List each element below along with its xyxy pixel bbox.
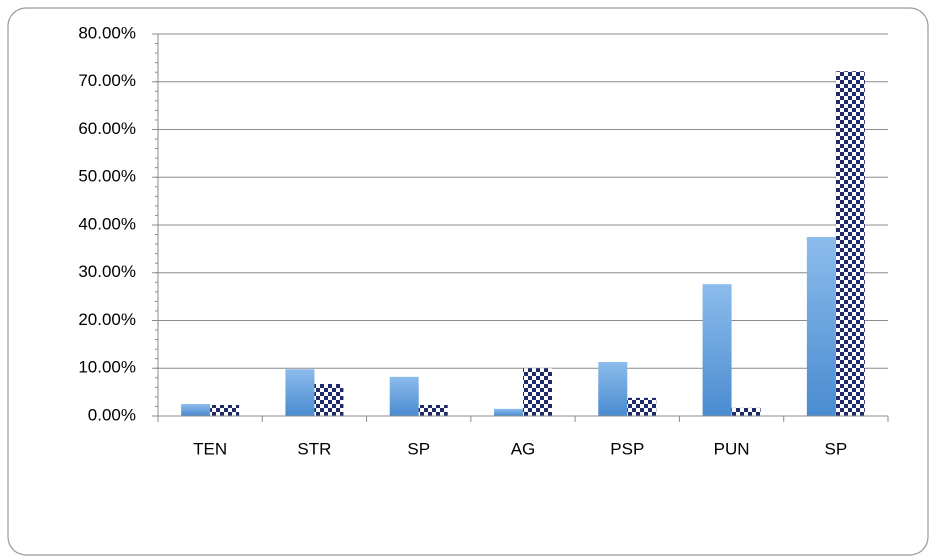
- y-tick-label: 20.00%: [78, 310, 136, 329]
- bar: [627, 397, 657, 416]
- y-tick-label: 30.00%: [78, 262, 136, 281]
- x-tick-label: PSP: [610, 439, 644, 458]
- bar: [210, 405, 240, 416]
- bar: [523, 368, 552, 416]
- bar: [494, 408, 523, 416]
- bar: [418, 405, 448, 416]
- bar: [598, 362, 628, 416]
- bar: [314, 384, 344, 416]
- bar: [285, 369, 315, 416]
- y-tick-label: 50.00%: [78, 167, 136, 186]
- bar: [702, 284, 732, 416]
- x-tick-label: AG: [511, 439, 536, 458]
- x-tick-label: STR: [297, 439, 331, 458]
- y-tick-label: 0.00%: [88, 405, 136, 424]
- y-tick-label: 70.00%: [78, 71, 136, 90]
- y-tick-label: 10.00%: [78, 358, 136, 377]
- bar: [389, 376, 419, 416]
- x-tick-label: TEN: [193, 439, 227, 458]
- x-tick-label: SP: [407, 439, 430, 458]
- bar: [835, 71, 865, 417]
- x-tick-label: SP: [825, 439, 848, 458]
- chart-frame: [7, 7, 929, 556]
- bar: [181, 404, 211, 416]
- y-tick-label: 80.00%: [78, 23, 136, 42]
- bar: [806, 236, 836, 416]
- y-tick-label: 60.00%: [78, 119, 136, 138]
- x-tick-label: PUN: [714, 439, 750, 458]
- bar: [731, 407, 761, 416]
- y-tick-label: 40.00%: [78, 214, 136, 233]
